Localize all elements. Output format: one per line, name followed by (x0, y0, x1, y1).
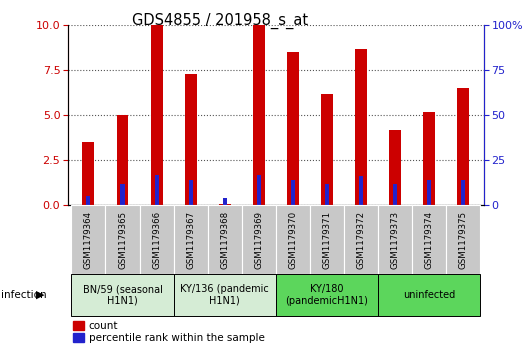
Bar (253, 25, 265, 205)
Bar (359, 176, 363, 205)
Text: GSM1179367: GSM1179367 (186, 211, 195, 269)
Text: GSM1179372: GSM1179372 (357, 211, 366, 269)
Text: ▶: ▶ (36, 290, 44, 300)
Text: KY/136 (pandemic
H1N1): KY/136 (pandemic H1N1) (180, 284, 269, 306)
Bar (276, 205, 310, 274)
Text: uninfected: uninfected (403, 290, 456, 300)
Bar (140, 205, 174, 274)
Text: GSM1179366: GSM1179366 (152, 211, 161, 269)
Text: infection: infection (1, 290, 47, 300)
Bar (106, 205, 140, 274)
Text: KY/180
(pandemicH1N1): KY/180 (pandemicH1N1) (286, 284, 368, 306)
Legend: count, percentile rank within the sample: count, percentile rank within the sample (73, 321, 265, 343)
Text: GSM1179373: GSM1179373 (391, 211, 400, 269)
Text: GDS4855 / 201958_s_at: GDS4855 / 201958_s_at (132, 13, 308, 29)
Bar (378, 205, 412, 274)
Bar (117, 115, 129, 205)
Bar (151, 25, 163, 205)
Text: GSM1179365: GSM1179365 (118, 211, 127, 269)
Text: GSM1179369: GSM1179369 (254, 211, 264, 269)
Bar (174, 274, 276, 316)
Bar (393, 184, 397, 205)
Bar (242, 205, 276, 274)
Bar (325, 184, 329, 205)
Bar (310, 205, 344, 274)
Bar (412, 205, 446, 274)
Bar (83, 142, 95, 205)
Bar (321, 94, 333, 205)
Bar (208, 205, 242, 274)
Bar (378, 274, 480, 316)
Bar (344, 205, 378, 274)
Bar (72, 274, 174, 316)
Text: GSM1179364: GSM1179364 (84, 211, 93, 269)
Text: GSM1179370: GSM1179370 (288, 211, 298, 269)
Bar (389, 130, 401, 205)
Bar (355, 49, 367, 205)
Bar (120, 184, 124, 205)
Bar (291, 180, 295, 205)
Bar (423, 112, 435, 205)
Text: GSM1179371: GSM1179371 (323, 211, 332, 269)
Bar (72, 205, 106, 274)
Bar (185, 74, 197, 205)
Bar (223, 198, 227, 205)
Bar (189, 180, 193, 205)
Bar (174, 205, 208, 274)
Text: GSM1179374: GSM1179374 (425, 211, 434, 269)
Bar (276, 274, 378, 316)
Bar (86, 196, 90, 205)
Bar (219, 204, 231, 205)
Bar (461, 180, 465, 205)
Text: GSM1179375: GSM1179375 (459, 211, 468, 269)
Text: BN/59 (seasonal
H1N1): BN/59 (seasonal H1N1) (83, 284, 163, 306)
Bar (427, 180, 431, 205)
Bar (155, 175, 158, 205)
Bar (287, 52, 299, 205)
Bar (457, 88, 469, 205)
Bar (257, 175, 261, 205)
Bar (446, 205, 480, 274)
Text: GSM1179368: GSM1179368 (220, 211, 229, 269)
